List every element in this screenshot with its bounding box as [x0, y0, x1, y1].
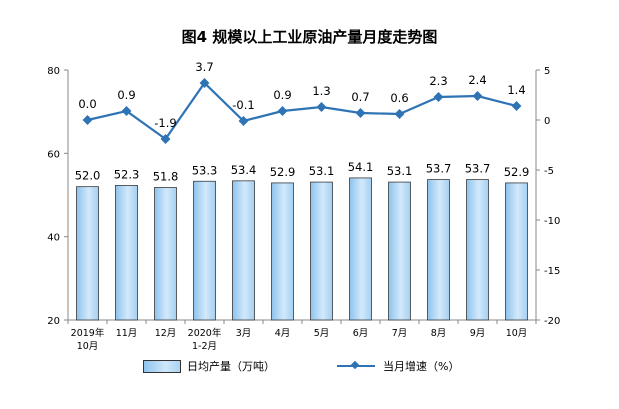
x-tick-label: 8月: [431, 328, 447, 339]
line-point: [394, 109, 405, 119]
x-tick-label: 2020年: [188, 327, 222, 339]
x-tick-label: 12月: [155, 328, 177, 339]
bar: [271, 182, 294, 321]
line-point: [433, 92, 444, 102]
bar-data-label: 52.9: [270, 165, 296, 179]
line-point: [472, 91, 483, 101]
x-tick-label: 4月: [275, 328, 291, 339]
legend-item-bar: 日均产量（万吨）: [143, 358, 275, 374]
bar: [466, 179, 489, 321]
bar-data-label: 52.0: [75, 169, 101, 183]
bar: [193, 180, 216, 321]
left-tick-label: 80: [47, 66, 60, 77]
line-point: [199, 78, 210, 88]
bar: [505, 182, 528, 321]
line-data-label: -1.9: [154, 116, 176, 130]
bar-data-label: 52.3: [114, 167, 140, 181]
line-point: [277, 106, 288, 116]
line-data-label: 1.3: [312, 84, 330, 98]
axes: 20 40 60 80 -20 -15 -10 -5 0 5 2019年 10月 11月 12月 2020年…: [47, 66, 560, 352]
left-tick-label: 20: [47, 316, 60, 327]
bar-series: [76, 177, 528, 321]
line-point: [160, 134, 171, 144]
bar: [427, 179, 450, 321]
x-tick-label: 10月: [77, 341, 99, 352]
legend: 日均产量（万吨） 当月增速（%）: [0, 358, 619, 378]
line-data-label: 3.7: [195, 60, 213, 74]
bar: [349, 177, 372, 321]
line-data-label: 2.3: [429, 74, 447, 88]
right-tick-label: 0: [544, 116, 550, 127]
line-data-label: 2.4: [468, 73, 486, 87]
bar-data-label: 54.1: [348, 160, 374, 174]
bar-data-label: 53.4: [231, 163, 257, 177]
line-series: [82, 78, 522, 144]
left-tick-label: 40: [47, 233, 60, 244]
x-tick-label: 10月: [506, 328, 528, 339]
line-point: [355, 108, 366, 118]
bar: [154, 187, 177, 321]
line-data-label: 0.0: [78, 97, 96, 111]
legend-line-swatch: [337, 361, 375, 371]
line-point: [121, 106, 132, 116]
line-point: [511, 101, 522, 111]
right-tick-label: -10: [544, 216, 560, 227]
bar-data-label: 53.7: [465, 162, 491, 176]
line-data-label: 0.9: [117, 88, 135, 102]
right-tick-label: -15: [544, 266, 560, 277]
x-tick-label: 5月: [314, 328, 330, 339]
line-data-label: 0.7: [351, 90, 369, 104]
right-tick-label: -20: [544, 316, 560, 327]
bar-data-label: 52.9: [504, 165, 530, 179]
x-tick-label: 9月: [470, 328, 486, 339]
right-tick-label: -5: [544, 166, 554, 177]
line-point: [238, 116, 249, 126]
x-tick-label: 11月: [116, 328, 138, 339]
bar-data-label: 51.8: [153, 170, 179, 184]
x-tick-label: 2019年: [71, 327, 105, 339]
line-path: [87, 81, 517, 141]
legend-line-label: 当月增速（%）: [383, 360, 460, 373]
x-tick-label: 3月: [236, 328, 252, 339]
data-labels: 52.0 52.3 51.8 53.3 53.4 52.9 53.1 54.1 53.1 53.7…: [75, 60, 530, 184]
bar: [388, 181, 411, 321]
bar: [232, 180, 255, 321]
legend-item-line: 当月增速（%）: [337, 358, 459, 374]
chart-title: 图4 规模以上工业原油产量月度走势图: [181, 28, 438, 46]
bar-data-label: 53.1: [387, 164, 413, 178]
bar: [310, 181, 333, 321]
legend-bar-swatch: [143, 359, 181, 373]
line-point: [316, 102, 327, 112]
bar-data-label: 53.1: [309, 164, 335, 178]
bar-data-label: 53.7: [426, 162, 452, 176]
line-data-label: 0.6: [390, 91, 408, 105]
x-tick-label: 1-2月: [192, 341, 217, 352]
bar-data-label: 53.3: [192, 163, 218, 177]
right-tick-label: 5: [544, 66, 550, 77]
x-tick-label: 7月: [392, 328, 408, 339]
line-data-label: 0.9: [273, 88, 291, 102]
line-data-label: 1.4: [507, 83, 525, 97]
line-point: [82, 115, 93, 125]
legend-bar-label: 日均产量（万吨）: [187, 360, 275, 373]
line-data-label: -0.1: [232, 98, 254, 112]
left-tick-label: 60: [47, 149, 60, 160]
bar: [76, 186, 99, 321]
x-tick-label: 6月: [353, 328, 369, 339]
bar: [115, 185, 138, 321]
